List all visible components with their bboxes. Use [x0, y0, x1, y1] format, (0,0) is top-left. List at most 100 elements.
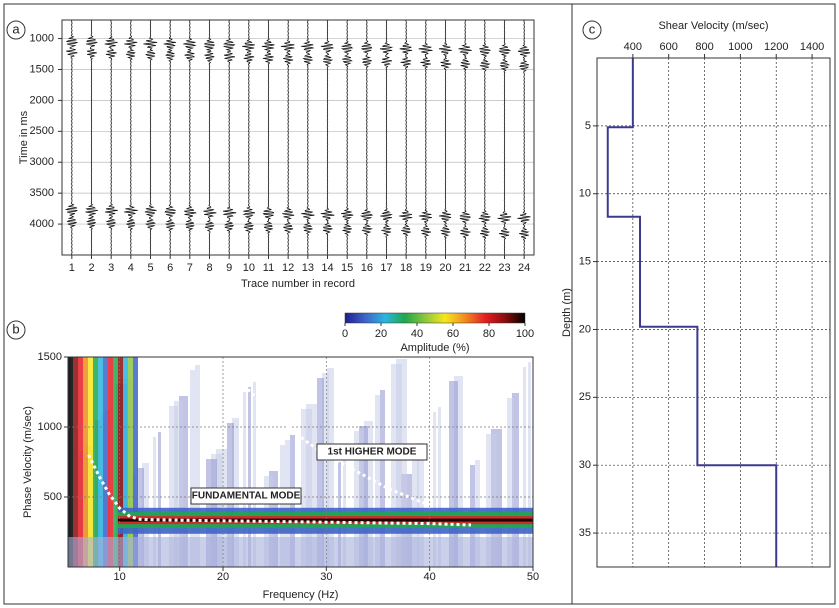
colorbar-tick-label: 40 [411, 328, 423, 340]
trace [340, 19, 354, 255]
heatmap-low [108, 357, 113, 567]
x-tick-label: 1 [69, 262, 75, 274]
x-tick-label: 11 [263, 262, 274, 274]
heatmap-streak [486, 434, 497, 567]
y-tick-label: 35 [579, 527, 591, 539]
x-tick-label: 400 [624, 41, 642, 53]
heatmap-streak [375, 395, 380, 567]
y-tick-label: 10 [579, 188, 591, 200]
y-tick-label: 20 [579, 323, 591, 335]
heatmap-streak [322, 373, 329, 567]
heatmap-streak [412, 448, 419, 567]
colorbar-tick-label: 100 [516, 328, 534, 340]
heatmap-streak [359, 426, 368, 567]
x-tick-label: 20 [439, 262, 451, 274]
heatmap-streak [417, 443, 424, 567]
annotation-box [190, 487, 302, 505]
velocity-profile [606, 58, 778, 567]
trace [183, 19, 197, 255]
heatmap [68, 357, 533, 567]
x-tick-label: 22 [479, 262, 491, 274]
y-tick-label: 1500 [38, 351, 62, 363]
heatmap-low [103, 357, 108, 567]
heatmap-streak [158, 432, 161, 567]
x-tick-label: 30 [320, 571, 332, 583]
heatmap-low [123, 357, 128, 567]
colorbar-tick-label: 60 [447, 328, 459, 340]
x-tick-label: 4 [128, 262, 134, 274]
x-tick-label: 3 [108, 262, 114, 274]
trace [418, 19, 433, 255]
x-tick-label: 50 [527, 571, 539, 583]
x-tick-label: 1000 [728, 41, 752, 53]
heatmap-streak [280, 445, 285, 567]
heatmap-streak [528, 362, 531, 567]
x-axis-label: Trace number in record [241, 278, 355, 290]
y-tick-label: 1500 [30, 63, 54, 75]
x-axis-label: Shear Velocity (m/sec) [658, 20, 768, 32]
heatmap-low [133, 357, 138, 567]
panel-letter: a [12, 21, 20, 36]
heatmap-noise [68, 537, 533, 567]
trace [478, 19, 491, 255]
colorbar-tick-label: 80 [483, 328, 495, 340]
trace [85, 19, 98, 255]
colorbar-label: Amplitude (%) [400, 342, 469, 354]
x-tick-label: 2 [88, 262, 94, 274]
x-tick-label: 7 [187, 262, 193, 274]
heatmap-low [68, 357, 73, 567]
y-tick-label: 3000 [30, 156, 54, 168]
plot-frame [67, 356, 534, 568]
heatmap-band [118, 518, 533, 522]
heatmap-streak [523, 367, 526, 567]
trace [163, 19, 177, 255]
y-tick-label: 2500 [30, 125, 54, 137]
trace [320, 20, 335, 255]
y-tick-label: 15 [579, 256, 591, 268]
heatmap-low [113, 357, 118, 567]
x-tick-label: 5 [147, 262, 153, 274]
annotation: 1st HIGHER MODE [328, 447, 417, 458]
plot-frame [596, 57, 831, 568]
x-tick-label: 15 [341, 262, 353, 274]
x-tick-label: 21 [459, 262, 471, 274]
x-tick-label: 14 [321, 262, 333, 274]
y-tick-label: 4000 [30, 218, 54, 230]
y-axis-label: Depth (m) [561, 288, 573, 337]
heatmap-streak [327, 368, 334, 567]
trace [124, 19, 138, 255]
trace [242, 19, 256, 255]
x-tick-label: 16 [361, 262, 373, 274]
trace [458, 19, 472, 255]
heatmap-streak [179, 396, 188, 567]
heatmap-streak [153, 437, 156, 567]
trace [517, 19, 531, 255]
trace [203, 19, 217, 255]
trace [438, 19, 452, 255]
trace [497, 19, 512, 255]
heatmap-streak [253, 382, 256, 567]
trace [104, 19, 118, 255]
heatmap-streak [354, 431, 363, 567]
trace [359, 19, 374, 255]
mode-curve [87, 454, 472, 527]
trace [379, 19, 394, 255]
heatmap-low [78, 357, 83, 567]
x-tick-label: 9 [226, 262, 232, 274]
heatmap-streak [248, 387, 251, 567]
figure-frame [3, 3, 836, 605]
x-tick-label: 10 [114, 571, 126, 583]
heatmap-streak [243, 392, 246, 567]
y-axis-label: Time in ms [18, 110, 30, 164]
trace [261, 19, 275, 255]
x-tick-label: 17 [380, 262, 392, 274]
x-tick-label: 12 [282, 262, 294, 274]
trace [399, 19, 413, 255]
y-tick-label: 30 [579, 459, 591, 471]
trace [222, 19, 237, 255]
panel-letter: b [12, 321, 19, 336]
colorbar [344, 312, 526, 324]
panel-badge [582, 20, 602, 40]
x-tick-label: 24 [518, 262, 530, 274]
